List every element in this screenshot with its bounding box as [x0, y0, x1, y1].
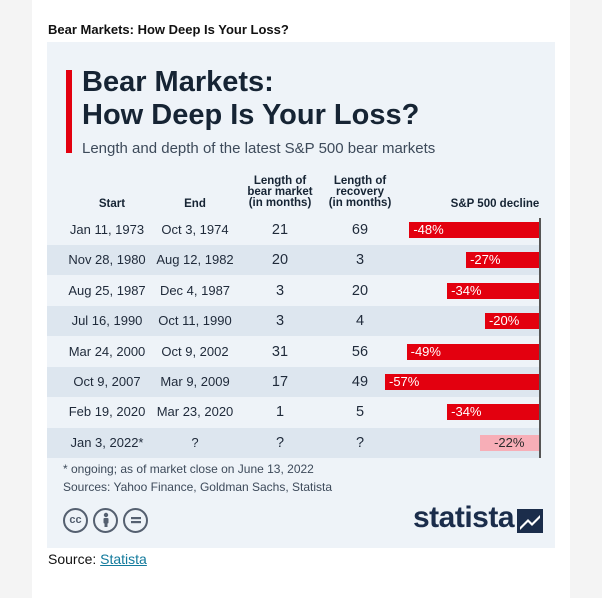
- recovery-length-cell: 49: [351, 374, 369, 390]
- cc-icon: cc: [63, 508, 88, 533]
- start-date-cell: Oct 9, 2007: [73, 374, 141, 389]
- start-date-cell: Jan 3, 2022*: [70, 434, 144, 450]
- header-recovery-line-1: Length of: [333, 175, 387, 187]
- decline-bar: -20%: [484, 313, 539, 330]
- header-length-line-3: (in months): [248, 197, 312, 209]
- no-derivatives-icon: [123, 508, 148, 533]
- end-date-cell: Mar 9, 2009: [160, 374, 230, 389]
- bear-length-cell: 3: [275, 282, 285, 299]
- table-row: Aug 25, 1987 Dec 4, 1987 3 20 -34%: [47, 276, 541, 306]
- decline-bar: -48%: [409, 222, 539, 238]
- decline-bar: -34%: [447, 282, 539, 299]
- infographic-subtitle: Length and depth of the latest S&P 500 b…: [82, 140, 436, 157]
- recovery-length-cell: 3: [355, 252, 365, 269]
- decline-bar-track: -27%: [385, 245, 539, 275]
- end-date-cell: ?: [191, 434, 199, 450]
- title-accent-bar: [66, 70, 72, 153]
- source-label: Source:: [48, 551, 97, 567]
- page-caption: Bear Markets: How Deep Is Your Loss?: [48, 22, 289, 37]
- page: Bear Markets: How Deep Is Your Loss? Bea…: [32, 0, 570, 598]
- statista-logo-text: statista: [413, 501, 515, 534]
- decline-bar: -22%: [479, 434, 539, 451]
- decline-bar-track: -57%: [385, 367, 539, 397]
- recovery-length-cell: 69: [351, 222, 369, 238]
- decline-bar-track: -20%: [385, 306, 539, 336]
- bear-length-cell: 17: [271, 374, 289, 390]
- decline-bar: -34%: [447, 404, 539, 421]
- title-line-2: How Deep Is Your Loss?: [82, 99, 420, 131]
- title-line-1: Bear Markets:: [82, 66, 274, 98]
- end-date-cell: Oct 11, 1990: [158, 313, 232, 329]
- start-date-cell: Jan 11, 1973: [69, 222, 145, 237]
- recovery-length-cell: ?: [355, 434, 365, 451]
- header-recovery-line-3: (in months): [328, 197, 392, 209]
- decline-axis-line: [539, 218, 541, 458]
- end-date-cell: Aug 12, 1982: [156, 252, 234, 268]
- recovery-length-cell: 56: [351, 343, 369, 360]
- recovery-length-cell: 5: [355, 404, 365, 421]
- bear-length-cell: ?: [275, 434, 285, 451]
- header-length-line-1: Length of: [253, 175, 307, 187]
- header-end: End: [184, 198, 206, 210]
- decline-bar: -27%: [466, 252, 539, 269]
- decline-bar-track: -48%: [385, 215, 539, 245]
- start-date-cell: Jul 16, 1990: [71, 313, 143, 329]
- table-row: Jan 11, 1973 Oct 3, 1974 21 69 -48%: [47, 215, 541, 245]
- decline-bar-track: -49%: [385, 337, 539, 367]
- start-date-cell: Feb 19, 2020: [68, 404, 146, 420]
- decline-bar: -49%: [406, 343, 539, 360]
- bear-length-cell: 31: [271, 343, 289, 360]
- end-date-cell: Dec 4, 1987: [159, 282, 231, 298]
- decline-bar: -57%: [385, 374, 539, 390]
- footnote: * ongoing; as of market close on June 13…: [63, 462, 314, 476]
- header-length-line-2: bear market: [247, 186, 313, 198]
- start-date-cell: Aug 25, 1987: [68, 282, 146, 298]
- table-row: Oct 9, 2007 Mar 9, 2009 17 49 -57%: [47, 367, 541, 397]
- attribution-icon: [93, 508, 118, 533]
- infographic-title: Bear Markets: How Deep Is Your Loss?: [82, 66, 419, 132]
- sources-note: Sources: Yahoo Finance, Goldman Sachs, S…: [63, 480, 333, 494]
- end-date-cell: Oct 9, 2002: [161, 343, 229, 359]
- header-start: Start: [98, 198, 126, 210]
- recovery-length-cell: 20: [351, 282, 369, 299]
- bear-length-cell: 1: [275, 404, 285, 421]
- source-link[interactable]: Statista: [100, 551, 147, 567]
- bear-length-cell: 21: [271, 222, 289, 238]
- recovery-length-cell: 4: [355, 313, 365, 330]
- statista-logo-mark-icon: [517, 509, 543, 533]
- bear-length-cell: 3: [275, 313, 285, 330]
- end-date-cell: Oct 3, 1974: [161, 222, 229, 237]
- table-row: Jan 3, 2022*??? -22%: [47, 427, 541, 458]
- end-date-cell: Mar 23, 2020: [156, 404, 234, 420]
- header-length: Length of bear market (in months): [238, 175, 322, 209]
- decline-bar-track: -22%: [385, 428, 539, 458]
- bear-length-cell: 20: [271, 252, 289, 269]
- infographic-card: Bear Markets: How Deep Is Your Loss? Len…: [47, 42, 555, 548]
- source-line: Source: Statista: [48, 551, 147, 567]
- table-row: Jul 16, 1990 Oct 11, 1990 3 4 -20%: [47, 306, 541, 337]
- table-row: Nov 28, 1980 Aug 12, 1982 20 3 -27%: [47, 245, 541, 276]
- decline-bar-track: -34%: [385, 397, 539, 427]
- header-recovery: Length of recovery (in months): [318, 175, 402, 209]
- start-date-cell: Nov 28, 1980: [68, 252, 146, 268]
- header-recovery-line-2: recovery: [336, 186, 384, 198]
- table-row: Feb 19, 2020 Mar 23, 2020 1 5 -34%: [47, 397, 541, 427]
- header-decline: S&P 500 decline: [450, 198, 540, 210]
- start-date-cell: Mar 24, 2000: [68, 343, 146, 359]
- table-row: Mar 24, 2000 Oct 9, 2002 31 56 -49%: [47, 337, 541, 367]
- decline-bar-track: -34%: [385, 276, 539, 306]
